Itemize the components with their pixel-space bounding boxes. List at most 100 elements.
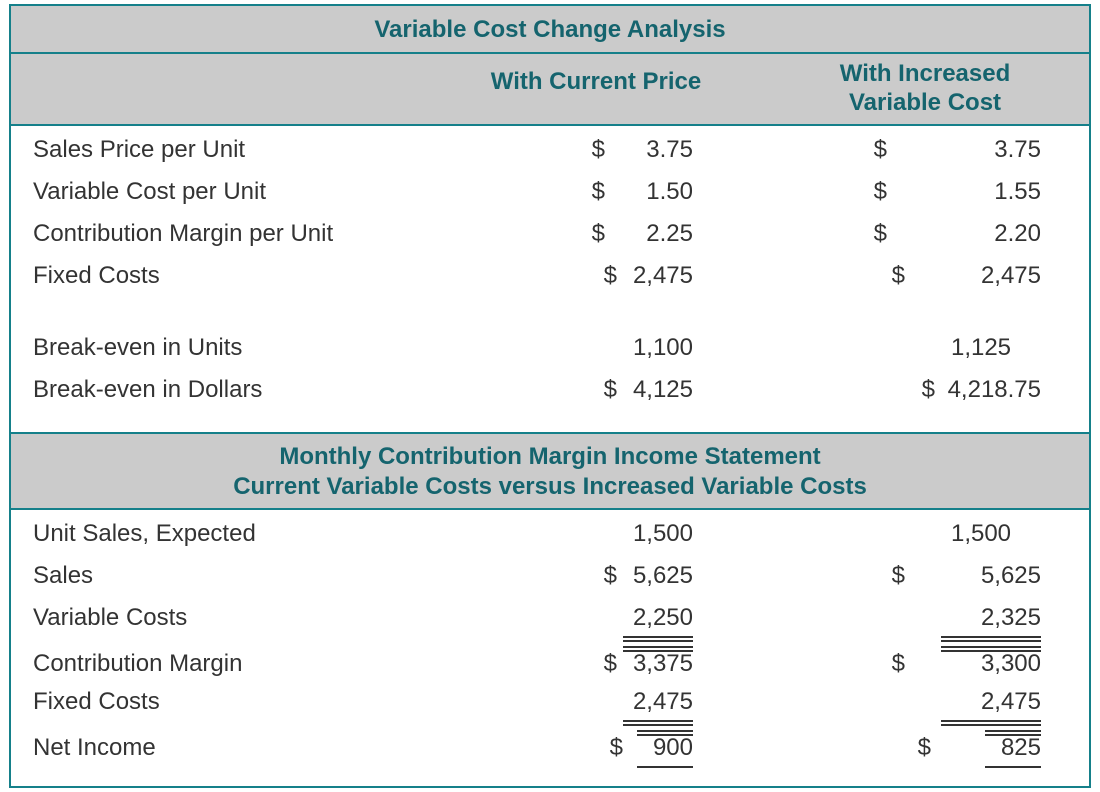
row-sales: Sales $5,625 $5,625 (29, 562, 1071, 604)
row-unit-sales: Unit Sales, Expected 1,500 1,500 (29, 520, 1071, 562)
value-increased: $825 (733, 730, 1071, 766)
label: Contribution Margin (29, 650, 433, 678)
subtitle-line2: Current Variable Costs versus Increased … (233, 473, 867, 500)
currency-symbol: $ (922, 376, 935, 404)
currency-symbol: $ (918, 734, 931, 762)
value: 2,250 (623, 604, 693, 636)
spacer (29, 304, 1071, 334)
currency-symbol: $ (874, 136, 887, 164)
section-income-statement: Unit Sales, Expected 1,500 1,500 Sales $… (11, 510, 1089, 786)
row-contribution-margin: Contribution Margin $3,375 $3,300 (29, 646, 1071, 688)
value-current: $2,475 (433, 262, 733, 290)
value-current: 2,250 (433, 604, 733, 636)
value-increased: $3.75 (733, 136, 1071, 164)
value: 3.75 (941, 136, 1041, 164)
value: 3,300 (941, 646, 1041, 678)
value-increased: $5,625 (733, 562, 1071, 590)
value-current: $1.50 (433, 178, 733, 206)
value-current: $2.25 (433, 220, 733, 248)
currency-symbol: $ (874, 220, 887, 248)
value: 1.50 (623, 178, 693, 206)
currency-symbol: $ (874, 178, 887, 206)
row-fixed-costs-2: Fixed Costs 2,475 2,475 (29, 688, 1071, 730)
value-increased: $3,300 (733, 646, 1071, 678)
value: 3.75 (623, 136, 693, 164)
value-current: $5,625 (433, 562, 733, 590)
label: Variable Costs (29, 604, 433, 632)
value: 900 (637, 730, 693, 766)
currency-symbol: $ (592, 220, 605, 248)
row-contribution-margin-unit: Contribution Margin per Unit $2.25 $2.20 (29, 220, 1071, 262)
label: Sales (29, 562, 433, 590)
value: 5,625 (941, 562, 1041, 590)
value-increased: 1,125 (733, 334, 1071, 362)
value-current: 1,500 (433, 520, 733, 548)
value-current: $3,375 (433, 646, 733, 678)
label: Break-even in Dollars (29, 376, 433, 404)
value: 4,218.75 (941, 376, 1041, 404)
value-current: 1,100 (433, 334, 733, 362)
value-current: $900 (433, 730, 733, 766)
currency-symbol: $ (604, 650, 617, 678)
col-header-increased: With Increased Variable Cost (761, 54, 1089, 124)
col-header-increased-l1: With Increased (840, 60, 1011, 87)
value: 825 (985, 730, 1041, 766)
label: Fixed Costs (29, 262, 433, 290)
label: Net Income (29, 734, 433, 762)
row-sales-price: Sales Price per Unit $3.75 $3.75 (29, 136, 1071, 178)
value: 2,475 (623, 688, 693, 720)
section-subtitle: Monthly Contribution Margin Income State… (11, 432, 1089, 510)
col-header-current: With Current Price (431, 54, 761, 124)
value: 1,125 (921, 334, 1041, 362)
value-increased: $1.55 (733, 178, 1071, 206)
value-increased: 1,500 (733, 520, 1071, 548)
value-increased: 2,475 (733, 688, 1071, 720)
value-current: 2,475 (433, 688, 733, 720)
value: 2,325 (941, 604, 1041, 636)
row-breakeven-dollars: Break-even in Dollars $4,125 $4,218.75 (29, 376, 1071, 418)
value-current: $3.75 (433, 136, 733, 164)
currency-symbol: $ (592, 136, 605, 164)
label: Unit Sales, Expected (29, 520, 433, 548)
label: Sales Price per Unit (29, 136, 433, 164)
column-headers: With Current Price With Increased Variab… (11, 54, 1089, 126)
value: 2,475 (941, 688, 1041, 720)
value: 2,475 (623, 262, 693, 290)
label: Variable Cost per Unit (29, 178, 433, 206)
currency-symbol: $ (604, 376, 617, 404)
value: 3,375 (623, 646, 693, 678)
value-increased: $4,218.75 (733, 376, 1071, 404)
subtitle-line1: Monthly Contribution Margin Income State… (279, 443, 820, 470)
value-increased: 2,325 (733, 604, 1071, 636)
value: 1,500 (921, 520, 1041, 548)
currency-symbol: $ (610, 734, 623, 762)
currency-symbol: $ (892, 262, 905, 290)
analysis-table: Variable Cost Change Analysis With Curre… (9, 4, 1091, 788)
value-current: $4,125 (433, 376, 733, 404)
value: 1.55 (941, 178, 1041, 206)
value: 5,625 (623, 562, 693, 590)
col-header-increased-l2: Variable Cost (849, 89, 1001, 116)
currency-symbol: $ (604, 262, 617, 290)
currency-symbol: $ (604, 562, 617, 590)
value-increased: $2.20 (733, 220, 1071, 248)
label: Contribution Margin per Unit (29, 220, 433, 248)
row-breakeven-units: Break-even in Units 1,100 1,125 (29, 334, 1071, 376)
value: 1,500 (623, 520, 693, 548)
row-fixed-costs: Fixed Costs $2,475 $2,475 (29, 262, 1071, 304)
table-title: Variable Cost Change Analysis (11, 6, 1089, 54)
currency-symbol: $ (892, 650, 905, 678)
label: Break-even in Units (29, 334, 433, 362)
value: 1,100 (623, 334, 693, 362)
value: 2,475 (941, 262, 1041, 290)
row-variable-cost: Variable Cost per Unit $1.50 $1.55 (29, 178, 1071, 220)
row-variable-costs: Variable Costs 2,250 2,325 (29, 604, 1071, 646)
currency-symbol: $ (892, 562, 905, 590)
currency-symbol: $ (592, 178, 605, 206)
col-header-blank (11, 54, 431, 124)
value: 2.20 (941, 220, 1041, 248)
value: 2.25 (623, 220, 693, 248)
value: 4,125 (623, 376, 693, 404)
value-increased: $2,475 (733, 262, 1071, 290)
row-net-income: Net Income $900 $825 (29, 730, 1071, 772)
